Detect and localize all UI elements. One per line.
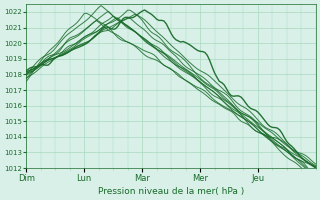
X-axis label: Pression niveau de la mer( hPa ): Pression niveau de la mer( hPa ) — [98, 187, 244, 196]
